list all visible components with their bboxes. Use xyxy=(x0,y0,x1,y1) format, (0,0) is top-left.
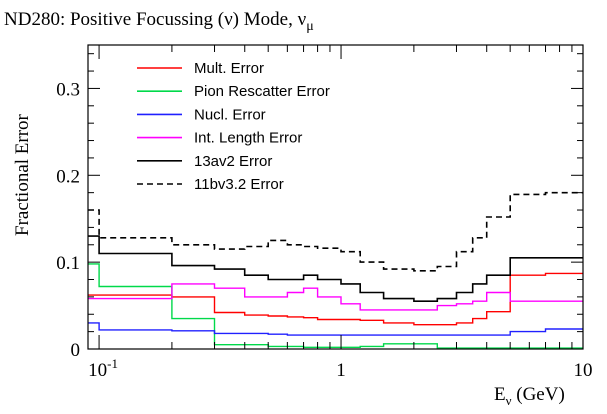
legend-label-0: Mult. Error xyxy=(194,60,264,77)
legend-label-3: Int. Length Error xyxy=(194,130,302,147)
x-tick-label: 10 xyxy=(574,360,593,381)
x-axis-label: Eν (GeV) xyxy=(494,384,565,408)
chart-title: ND280: Positive Focussing (ν) Mode, νμ xyxy=(4,9,314,34)
series-line-4 xyxy=(88,235,583,302)
y-tick-label: 0.3 xyxy=(56,79,80,100)
plot-frame xyxy=(87,44,584,350)
x-tick-label: 10-1 xyxy=(88,356,118,381)
legend-label-1: Pion Rescatter Error xyxy=(194,83,330,100)
legend-label-4: 13av2 Error xyxy=(194,153,272,170)
series-line-3 xyxy=(88,283,583,311)
x-tick-label: 1 xyxy=(336,360,346,381)
y-tick-label: 0.2 xyxy=(56,166,80,187)
plot-area: 0 0.1 0.2 0.3 10-1 1 10 xyxy=(56,44,593,381)
y-tick-label: 0.1 xyxy=(56,253,80,274)
y-tick-label: 0 xyxy=(71,340,81,361)
series-line-0 xyxy=(88,272,583,326)
legend: Mult. Error Pion Rescatter Error Nucl. Err… xyxy=(137,60,330,193)
legend-label-5: 11bv3.2 Error xyxy=(194,176,284,193)
series-line-2 xyxy=(88,322,583,336)
legend-label-2: Nucl. Error xyxy=(194,106,266,123)
series-line-5 xyxy=(88,191,583,272)
series-line-1 xyxy=(88,263,583,349)
y-axis-label: Fractional Error xyxy=(12,113,33,236)
